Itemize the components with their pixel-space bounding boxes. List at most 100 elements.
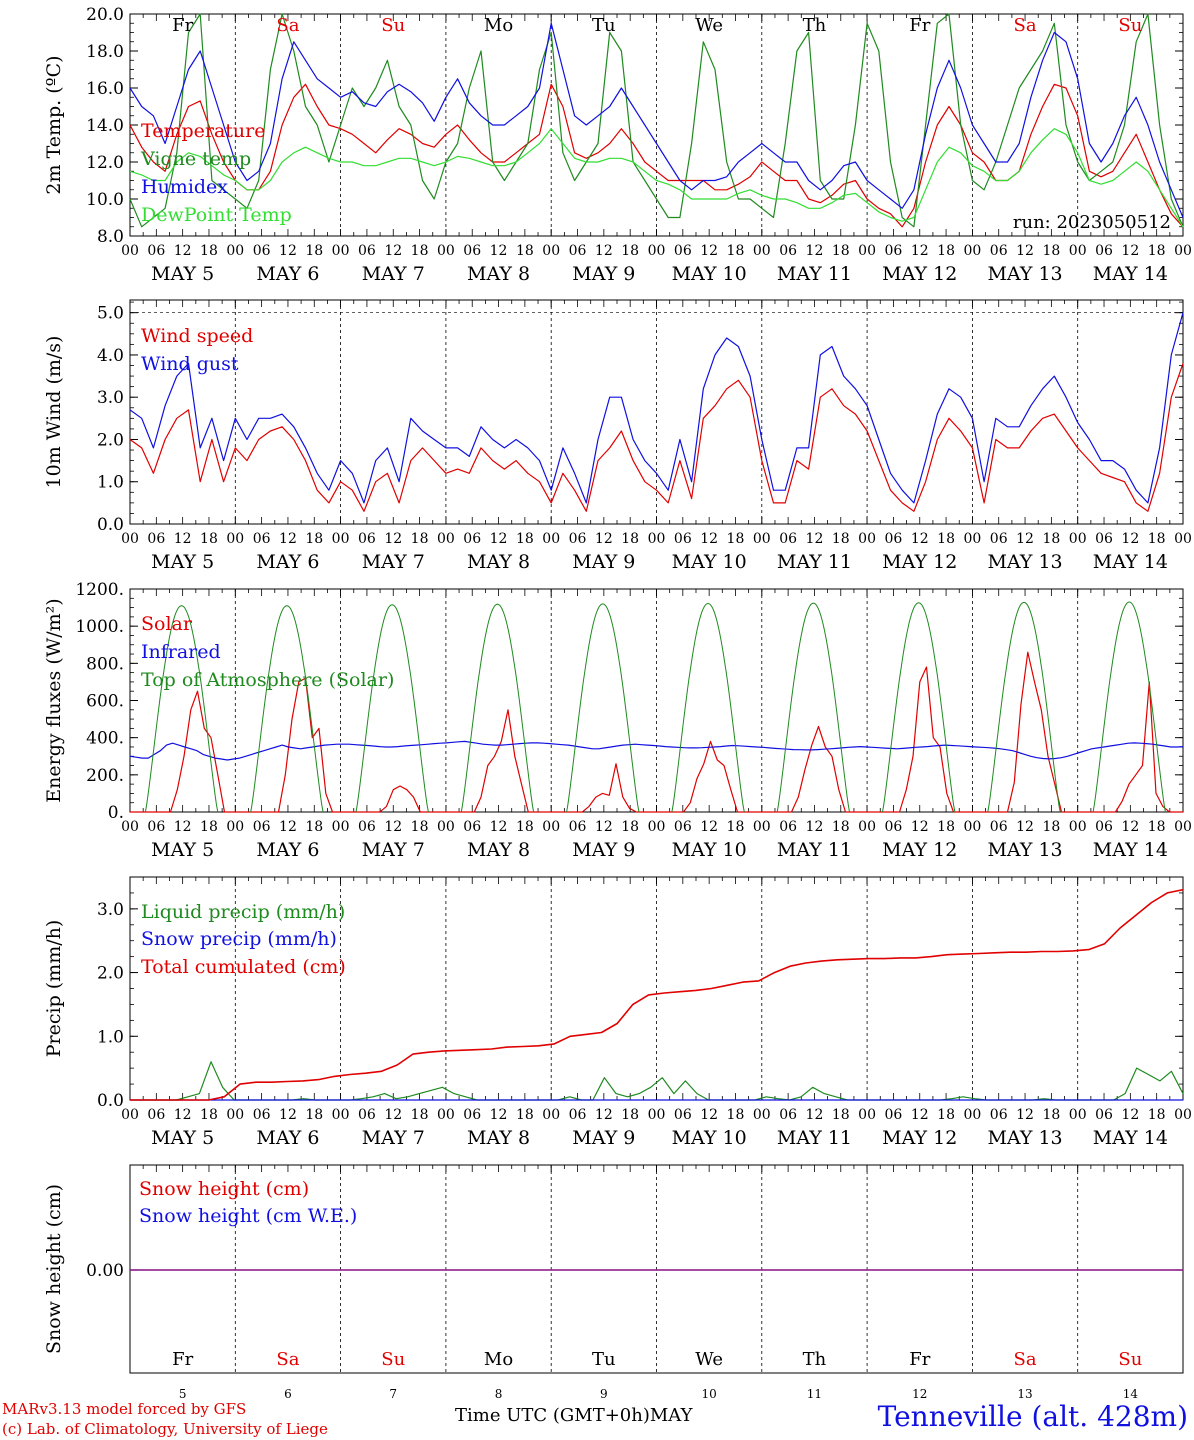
- x-hour-label: 00: [542, 1107, 560, 1123]
- x-hour-label: 06: [674, 531, 692, 547]
- x-day-label: MAY 13: [987, 1127, 1062, 1149]
- x-day-label: MAY 7: [362, 1127, 425, 1149]
- x-hour-label: 00: [226, 531, 244, 547]
- y-tick-label: 800.: [86, 654, 124, 674]
- x-day-label: MAY 11: [777, 839, 852, 861]
- x-hour-label: 18: [1042, 243, 1060, 259]
- x-hour-label: 00: [437, 531, 455, 547]
- x-hour-label: 00: [1174, 243, 1192, 259]
- day-name: Fr: [909, 15, 930, 36]
- x-day-label: MAY 10: [672, 1127, 747, 1149]
- x-hour-label: 00: [542, 243, 560, 259]
- legend-entry: Snow height (cm): [139, 1178, 309, 1200]
- x-hour-label: 00: [332, 1107, 350, 1123]
- series-line-toa-solar: [671, 602, 745, 813]
- series-line: [129, 363, 1184, 512]
- day-number-label: 6: [284, 1387, 292, 1401]
- x-hour-label: 00: [858, 531, 876, 547]
- x-hour-label: 18: [200, 243, 218, 259]
- day-name: Fr: [172, 15, 193, 36]
- x-hour-label: 06: [1095, 243, 1113, 259]
- series-line: [129, 740, 1184, 761]
- x-hour-label: 06: [253, 1107, 271, 1123]
- series-line: [130, 888, 1184, 1101]
- y-tick-label: 1200.: [75, 580, 124, 600]
- day-name: Th: [803, 15, 827, 36]
- x-hour-label: 00: [226, 819, 244, 835]
- x-hour-label: 12: [806, 243, 824, 259]
- x-hour-label: 18: [937, 1107, 955, 1123]
- x-day-label: MAY 13: [987, 263, 1062, 285]
- x-day-label: MAY 9: [572, 263, 635, 285]
- y-tick-label: 0.0: [97, 515, 124, 535]
- day-name: Sa: [276, 1349, 299, 1370]
- x-hour-label: 18: [621, 819, 639, 835]
- day-name: Su: [1118, 1349, 1142, 1370]
- day-number-label: 11: [807, 1387, 822, 1401]
- x-day-label: MAY 10: [672, 551, 747, 573]
- x-hour-label: 06: [885, 243, 903, 259]
- x-hour-label: 00: [1069, 531, 1087, 547]
- day-number-label: 13: [1017, 1387, 1032, 1401]
- x-hour-label: 06: [253, 243, 271, 259]
- series-line-toa-solar: [355, 604, 429, 813]
- day-name: Mo: [484, 15, 513, 36]
- x-hour-label: 18: [516, 531, 534, 547]
- x-hour-label: 00: [542, 819, 560, 835]
- day-name: Su: [1118, 15, 1142, 36]
- series-line-toa-solar: [1092, 601, 1166, 813]
- x-hour-label: 12: [279, 1107, 297, 1123]
- y-tick-label: 16.0: [86, 79, 124, 99]
- x-hour-label: 12: [1121, 819, 1139, 835]
- x-hour-label: 00: [753, 1107, 771, 1123]
- x-hour-label: 18: [411, 243, 429, 259]
- x-hour-label: 18: [1148, 819, 1166, 835]
- x-day-label: MAY 6: [256, 263, 319, 285]
- day-name: Fr: [909, 1349, 930, 1370]
- x-hour-label: 06: [990, 819, 1008, 835]
- x-hour-label: 00: [1069, 243, 1087, 259]
- x-hour-label: 12: [174, 243, 192, 259]
- x-day-label: MAY 14: [1093, 263, 1168, 285]
- x-hour-label: 00: [226, 243, 244, 259]
- x-hour-label: 00: [753, 531, 771, 547]
- x-hour-label: 18: [621, 531, 639, 547]
- panel-3: 0. 200. 400. 600. 800. 1000. 1200. Energy fluxe…: [43, 580, 1192, 861]
- x-hour-label: 06: [147, 1107, 165, 1123]
- y-tick-label: 12.0: [86, 153, 124, 173]
- x-hour-label: 12: [1121, 531, 1139, 547]
- x-hour-label: 06: [569, 531, 587, 547]
- run-label: run: 2023050512: [1013, 212, 1171, 233]
- day-name: Su: [381, 1349, 405, 1370]
- x-day-label: MAY 7: [362, 263, 425, 285]
- x-hour-label: 12: [595, 243, 613, 259]
- x-hour-label: 18: [832, 819, 850, 835]
- x-hour-label: 12: [1016, 243, 1034, 259]
- y-axis-label: Precip (mm/h): [43, 920, 65, 1058]
- x-hour-label: 06: [1095, 531, 1113, 547]
- x-hour-label: 18: [305, 243, 323, 259]
- panel-5: 0.00 Snow height (cm) Snow height (cm) Snow…: [43, 1164, 1184, 1401]
- x-hour-label: 06: [569, 819, 587, 835]
- x-day-label: MAY 13: [987, 839, 1062, 861]
- day-number-label: 5: [179, 1387, 187, 1401]
- x-hour-label: 06: [463, 531, 481, 547]
- x-hour-label: 00: [121, 819, 139, 835]
- panel-4: 0.0 1.0 2.0 3.0 Precip (mm/h) 00 06 12 18 MAY 5 00…: [43, 876, 1192, 1149]
- station-label: Tenneville (alt. 428m): [877, 1400, 1188, 1433]
- x-hour-label: 00: [1069, 819, 1087, 835]
- x-hour-label: 06: [674, 819, 692, 835]
- x-hour-label: 12: [174, 819, 192, 835]
- legend-entry: Solar: [141, 613, 193, 635]
- legend-entry: Total cumulated (cm): [141, 956, 346, 978]
- x-hour-label: 06: [885, 1107, 903, 1123]
- x-hour-label: 12: [490, 531, 508, 547]
- x-day-label: MAY 12: [882, 1127, 957, 1149]
- legend-entry: Snow precip (mm/h): [141, 928, 337, 950]
- x-day-label: MAY 6: [256, 839, 319, 861]
- x-hour-label: 18: [200, 819, 218, 835]
- x-hour-label: 12: [490, 1107, 508, 1123]
- y-tick-label: 0.00: [86, 1261, 124, 1281]
- x-hour-label: 12: [806, 1107, 824, 1123]
